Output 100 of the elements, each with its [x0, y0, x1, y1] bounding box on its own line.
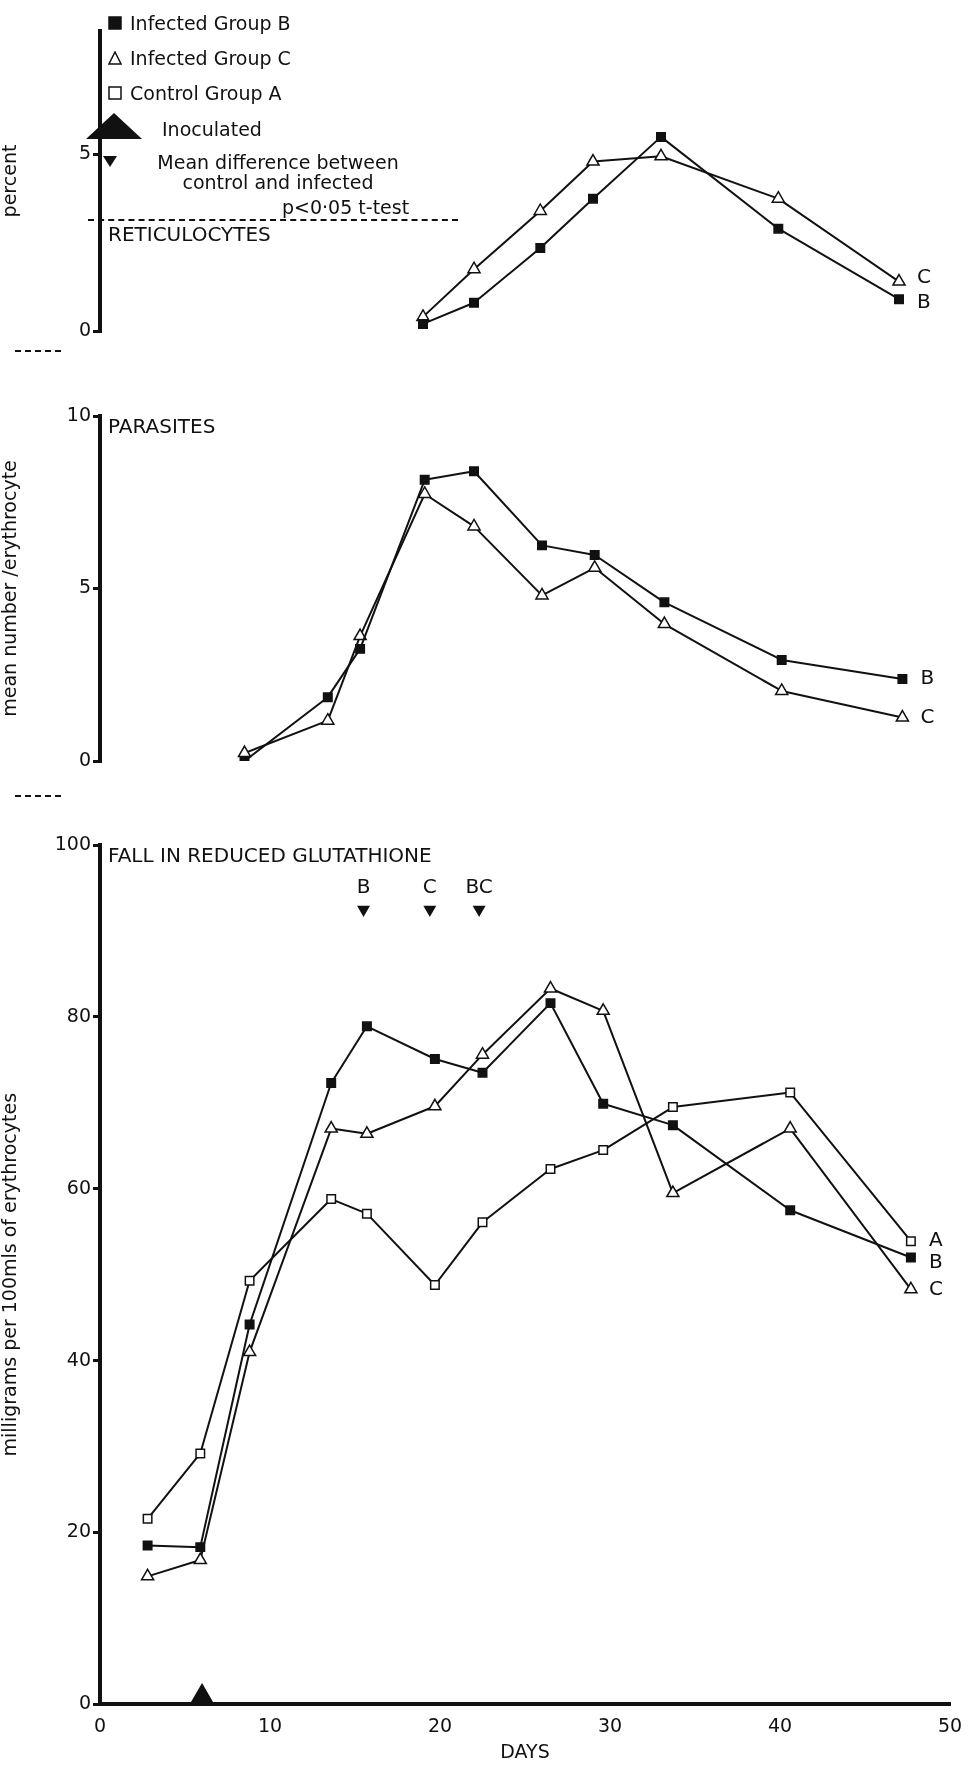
y-tick-label: 5 — [78, 141, 91, 164]
point — [897, 673, 908, 684]
point — [361, 1208, 372, 1219]
point — [666, 1185, 680, 1198]
point — [657, 616, 672, 629]
point — [894, 294, 904, 305]
chart-title: FALL IN REDUCED GLUTATHIONE — [108, 843, 432, 868]
annotation: p<0·05 t-test — [282, 196, 410, 218]
point — [467, 261, 481, 274]
y-tick-label: 0 — [78, 747, 91, 770]
point — [785, 1087, 796, 1098]
point — [589, 550, 600, 561]
point — [586, 153, 600, 166]
series-label: B — [928, 1249, 943, 1274]
point — [477, 1067, 488, 1078]
y-tick-label: 10 — [66, 402, 91, 425]
annotation: B — [917, 288, 931, 313]
point — [428, 1098, 442, 1111]
point — [242, 1344, 257, 1357]
point — [355, 643, 366, 654]
point — [587, 560, 602, 573]
point — [244, 1275, 255, 1286]
y-tick-label: 80 — [66, 1003, 91, 1026]
series-label: C — [928, 1275, 943, 1300]
point — [469, 297, 479, 308]
data-label: B — [356, 873, 371, 898]
chart-title: PARASITES — [108, 414, 216, 439]
x-tick-label: 0 — [93, 1713, 107, 1736]
y-tick-label: 0 — [78, 1691, 91, 1714]
point — [533, 203, 548, 216]
point — [535, 243, 546, 254]
point — [360, 1126, 374, 1139]
point — [774, 683, 789, 696]
y-tick-label: 5 — [78, 575, 91, 598]
point — [419, 474, 430, 485]
point — [140, 1568, 155, 1581]
data-label: C — [422, 873, 437, 898]
point — [598, 1145, 609, 1156]
point — [357, 905, 370, 917]
point — [535, 587, 549, 600]
text: RETICULOCYTES — [108, 222, 271, 247]
point — [467, 518, 481, 531]
y-tick-label: 40 — [66, 1347, 91, 1370]
point — [417, 486, 432, 499]
point — [469, 466, 479, 477]
series-label: B — [920, 665, 935, 690]
point — [667, 1120, 678, 1131]
point — [537, 540, 547, 551]
x-tick-label: 30 — [597, 1713, 623, 1736]
series-label: A — [928, 1227, 943, 1252]
point — [904, 1281, 918, 1294]
x-axis-title: DAYS — [500, 1739, 550, 1762]
point — [773, 223, 784, 234]
point — [596, 1003, 611, 1016]
point — [776, 654, 787, 665]
point — [545, 1164, 556, 1174]
point — [545, 998, 556, 1009]
y-tick-label: 0 — [78, 317, 91, 340]
y-tick-label: 20 — [66, 1519, 91, 1542]
point — [418, 318, 428, 329]
legend-label: Control Group A — [130, 82, 282, 104]
point — [193, 1552, 208, 1565]
y-axis-title: mean number /erythrocyte — [0, 460, 21, 717]
point — [195, 1448, 206, 1459]
point — [656, 131, 666, 142]
point — [895, 709, 910, 722]
point — [654, 148, 668, 161]
annotation: Inoculated — [162, 118, 262, 140]
point — [429, 1054, 440, 1064]
legend-label: Infected Group C — [130, 47, 291, 69]
data-label: BC — [465, 873, 493, 898]
point — [195, 1542, 206, 1553]
point — [322, 692, 333, 703]
point — [598, 1098, 609, 1109]
point — [326, 1078, 337, 1089]
y-tick-label: 100 — [54, 831, 91, 854]
x-tick-label: 40 — [767, 1713, 793, 1736]
point — [423, 905, 436, 917]
point — [659, 597, 670, 608]
y-tick-label: 60 — [66, 1175, 91, 1198]
point — [905, 1252, 916, 1263]
x-tick-label: 20 — [427, 1713, 453, 1736]
series-label: C — [920, 703, 935, 728]
point — [477, 1217, 488, 1228]
point — [892, 273, 906, 286]
legend-label: Infected Group B — [130, 12, 291, 34]
point — [429, 1280, 440, 1291]
point — [905, 1236, 916, 1247]
x-tick-label: 10 — [257, 1713, 283, 1736]
point — [142, 1540, 153, 1551]
x-tick-label: 50 — [937, 1713, 963, 1736]
annotation: C — [917, 264, 931, 289]
point — [588, 193, 598, 204]
point — [785, 1205, 796, 1216]
point — [771, 190, 786, 203]
point — [142, 1513, 153, 1524]
point — [244, 1319, 255, 1330]
point — [320, 712, 335, 725]
point — [361, 1021, 372, 1032]
point — [473, 905, 486, 917]
